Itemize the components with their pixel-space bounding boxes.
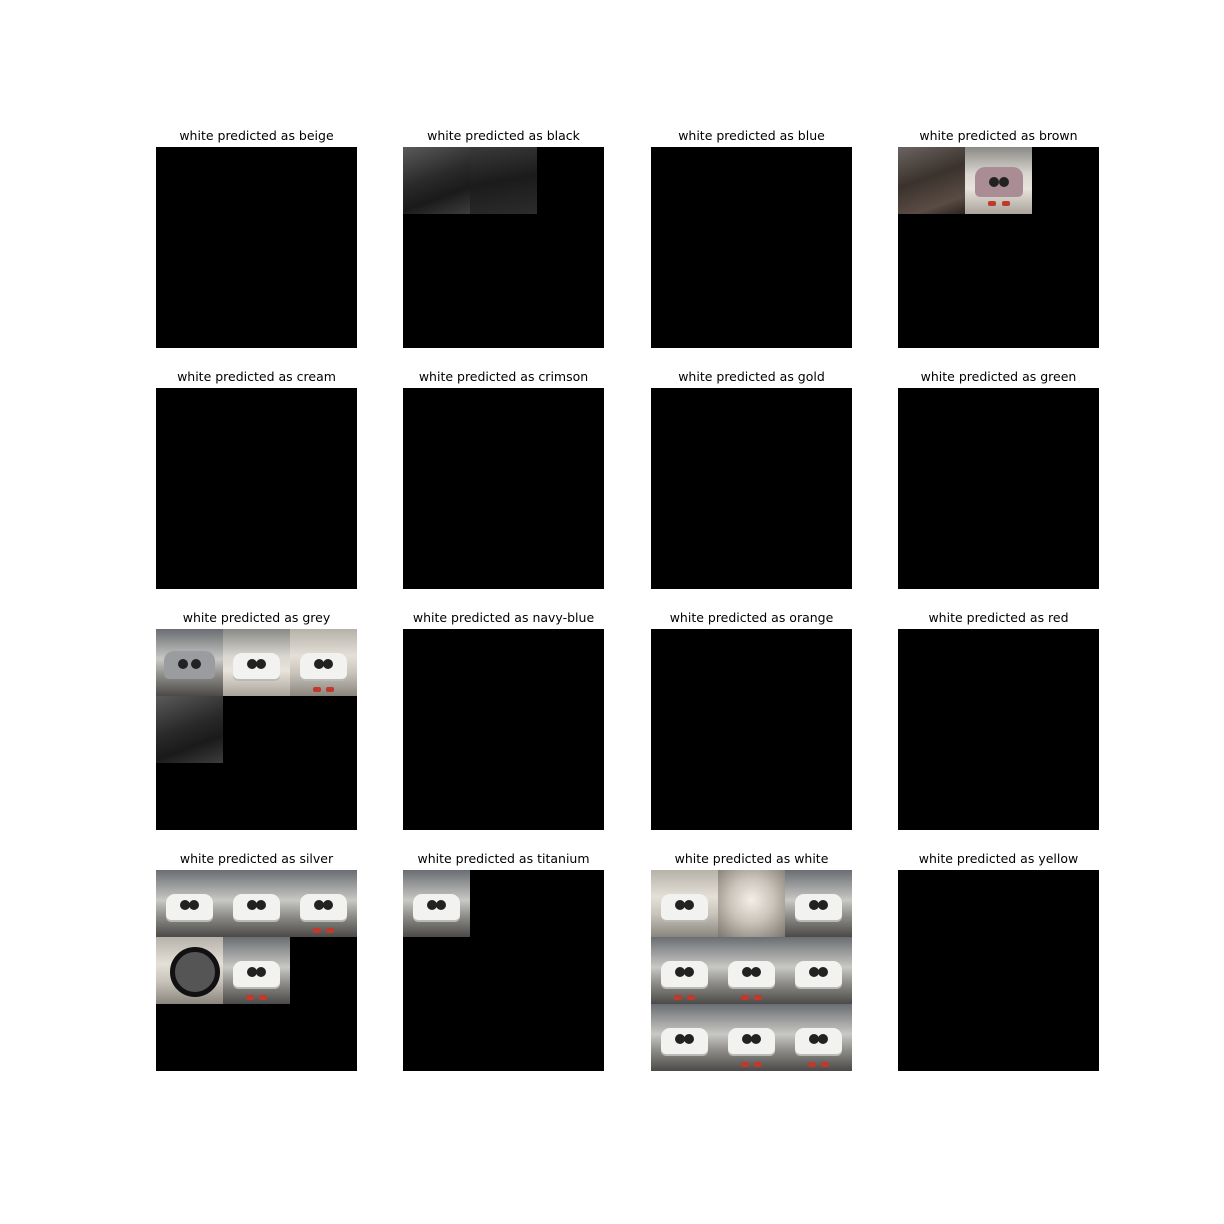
panel-title: white predicted as crimson (418, 369, 589, 384)
panel-title: white predicted as green (920, 369, 1077, 384)
car-front-thumbnail (403, 870, 470, 937)
panel-title: white predicted as white (674, 851, 829, 866)
image-mosaic (651, 147, 852, 348)
panel-title: white predicted as navy-blue (412, 610, 595, 625)
image-mosaic (403, 870, 604, 1071)
image-mosaic (403, 388, 604, 589)
car-side-thumbnail (651, 870, 718, 937)
image-mosaic (403, 147, 604, 348)
image-mosaic (898, 388, 1099, 589)
car-wheel-thumbnail (156, 937, 223, 1004)
panel-title: white predicted as orange (669, 610, 834, 625)
car-front-thumbnail (223, 629, 290, 696)
panel-title: white predicted as brown (919, 128, 1078, 143)
car-front-thumbnail (785, 870, 852, 937)
panel-title: white predicted as yellow (918, 851, 1079, 866)
car-interior-thumbnail (403, 147, 470, 214)
image-mosaic (156, 629, 357, 830)
car-rear-thumbnail (718, 1004, 785, 1071)
panel-title: white predicted as titanium (417, 851, 590, 866)
car-rear-thumbnail (290, 629, 357, 696)
car-rear-thumbnail (785, 1004, 852, 1071)
panel-title: white predicted as red (928, 610, 1069, 625)
car-interior-thumbnail (156, 696, 223, 763)
image-mosaic (651, 629, 852, 830)
car-interior-thumbnail (470, 147, 537, 214)
panel-title: white predicted as silver (179, 851, 334, 866)
image-mosaic (156, 388, 357, 589)
image-mosaic (156, 870, 357, 1071)
image-mosaic (156, 147, 357, 348)
car-front-thumbnail (156, 870, 223, 937)
panel-title: white predicted as black (427, 128, 580, 143)
car-interior-thumbnail (898, 147, 965, 214)
car-side-thumbnail (156, 629, 223, 696)
car-rear-thumbnail (651, 937, 718, 1004)
car-rear-thumbnail (965, 147, 1032, 214)
image-mosaic (403, 629, 604, 830)
panel-title: white predicted as blue (678, 128, 825, 143)
car-rear-thumbnail (718, 937, 785, 1004)
car-rear-thumbnail (290, 870, 357, 937)
panel-title: white predicted as cream (177, 369, 336, 384)
car-front-thumbnail (223, 870, 290, 937)
car-interior-thumbnail (718, 870, 785, 937)
panel-title: white predicted as grey (182, 610, 331, 625)
image-mosaic (651, 388, 852, 589)
image-mosaic (898, 629, 1099, 830)
car-rear-thumbnail (223, 937, 290, 1004)
car-front-thumbnail (651, 1004, 718, 1071)
car-front-thumbnail (785, 937, 852, 1004)
image-mosaic (898, 870, 1099, 1071)
image-mosaic (651, 870, 852, 1071)
panel-title: white predicted as beige (179, 128, 334, 143)
image-mosaic (898, 147, 1099, 348)
panel-title: white predicted as gold (678, 369, 825, 384)
